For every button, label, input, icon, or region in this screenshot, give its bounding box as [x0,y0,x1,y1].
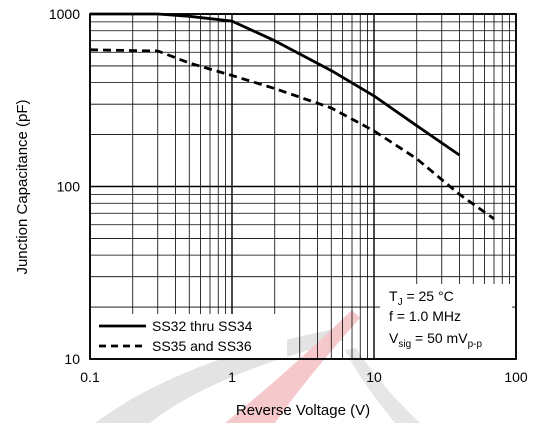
x-axis-title: Reverse Voltage (V) [236,402,370,419]
y-axis-title: Junction Capacitance (pF) [14,99,31,274]
plot-frame [89,13,517,360]
watermark-swoosh-red [225,310,360,423]
legend-box [91,314,287,358]
watermark-swoosh-grey-right [345,348,420,423]
x-tick-label: 10 [366,369,382,385]
x-tick-labels: 0.1 1 10 100 [80,369,528,385]
condition-tj: TJ = 25 °C [389,288,454,308]
y-tick-label: 100 [57,179,81,195]
legend-label-ss35: SS35 and SS36 [152,338,252,354]
series-line-ss35-ss36 [89,48,495,220]
conditions-box: TJ = 25 °C f = 1.0 MHz Vsig = 50 mVp-p [380,284,512,358]
series-layer [89,12,495,220]
condition-vsig: Vsig = 50 mVp-p [389,330,482,350]
condition-freq: f = 1.0 MHz [389,308,461,324]
x-tick-label: 100 [504,369,528,385]
y-tick-label: 1000 [49,6,80,22]
conditions-bg [380,284,512,358]
legend: SS32 thru SS34 SS35 and SS36 [91,314,287,358]
x-tick-label: 0.1 [80,369,100,385]
legend-label-ss32: SS32 thru SS34 [152,318,253,334]
y-tick-label: 10 [64,351,80,367]
y-tick-labels: 10 100 1000 [49,6,80,367]
x-tick-label: 1 [228,369,236,385]
